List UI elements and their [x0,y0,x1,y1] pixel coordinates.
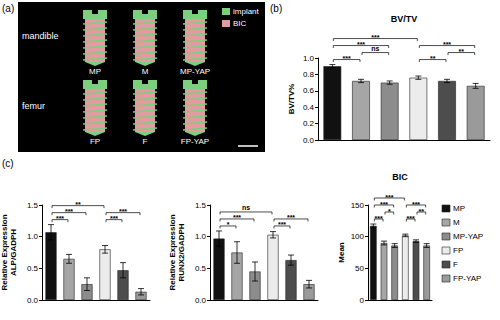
svg-text:MP-YAP: MP-YAP [453,232,483,241]
svg-text:Relative Expression: Relative Expression [0,214,9,290]
svg-text:0: 0 [360,296,365,305]
svg-text:**: ** [419,208,425,215]
svg-text:M: M [453,218,460,227]
svg-text:50: 50 [355,264,364,273]
svg-text:Relative Expression: Relative Expression [168,214,177,290]
svg-text:FP: FP [453,246,463,255]
svg-text:0.5: 0.5 [27,264,39,273]
svg-text:***: *** [65,208,73,215]
svg-text:0.6: 0.6 [303,86,315,95]
svg-text:***: *** [380,201,388,208]
svg-text:**: ** [459,48,465,55]
svg-text:MP: MP [89,67,101,76]
svg-text:***: *** [56,215,64,222]
svg-text:BIC: BIC [233,19,247,28]
svg-text:**: ** [430,55,436,62]
svg-text:(b): (b) [270,3,282,14]
svg-text:***: *** [375,215,383,222]
svg-text:BV/TV%: BV/TV% [287,84,296,115]
svg-text:femur: femur [22,101,45,111]
svg-text:150: 150 [351,201,365,210]
svg-text:***: *** [407,215,415,222]
svg-text:MP-YAP: MP-YAP [180,67,210,76]
svg-text:M: M [142,67,149,76]
svg-text:0.8: 0.8 [303,70,315,79]
svg-text:1.5: 1.5 [27,201,39,210]
svg-text:ns: ns [242,204,250,211]
svg-text:FP-YAP: FP-YAP [181,137,209,146]
svg-text:100: 100 [351,232,365,241]
svg-text:ns: ns [371,45,379,52]
svg-text:***: *** [443,41,451,48]
svg-text:0.2: 0.2 [303,119,315,128]
svg-text:BIC: BIC [392,172,408,182]
svg-text:0.5: 0.5 [195,264,207,273]
svg-text:FP-YAP: FP-YAP [453,274,481,283]
svg-text:F: F [453,260,458,269]
svg-text:0.0: 0.0 [303,136,315,145]
svg-text:0.4: 0.4 [303,103,315,112]
svg-text:*: * [227,221,230,228]
svg-text:**: ** [75,201,81,208]
svg-text:FP: FP [90,137,100,146]
svg-text:***: *** [278,221,286,228]
svg-text:implant: implant [233,7,260,16]
svg-text:F: F [143,137,148,146]
svg-text:1.0: 1.0 [195,232,207,241]
svg-text:***: *** [412,201,420,208]
svg-text:(c): (c) [2,158,14,169]
svg-text:BV/TV: BV/TV [391,14,418,24]
svg-text:***: *** [110,215,118,222]
svg-text:***: *** [287,214,295,221]
svg-text:0.0: 0.0 [27,296,39,305]
svg-text:1.5: 1.5 [195,201,207,210]
svg-text:ALP/GADPH: ALP/GADPH [9,229,18,276]
svg-text:***: *** [119,208,127,215]
svg-text:***: *** [371,34,379,41]
svg-text:(a): (a) [2,3,14,14]
svg-text:***: *** [343,55,351,62]
svg-text:RUNX2/GADPH: RUNX2/GADPH [177,223,186,281]
svg-text:***: *** [385,194,393,201]
svg-text:1.0: 1.0 [303,54,315,63]
svg-text:***: *** [233,214,241,221]
svg-text:***: *** [357,41,365,48]
svg-text:mandible: mandible [22,31,59,41]
svg-text:*: * [388,208,391,215]
svg-text:Mean: Mean [337,242,346,263]
svg-text:MP: MP [453,204,465,213]
svg-text:0.0: 0.0 [195,296,207,305]
svg-text:1.0: 1.0 [27,232,39,241]
